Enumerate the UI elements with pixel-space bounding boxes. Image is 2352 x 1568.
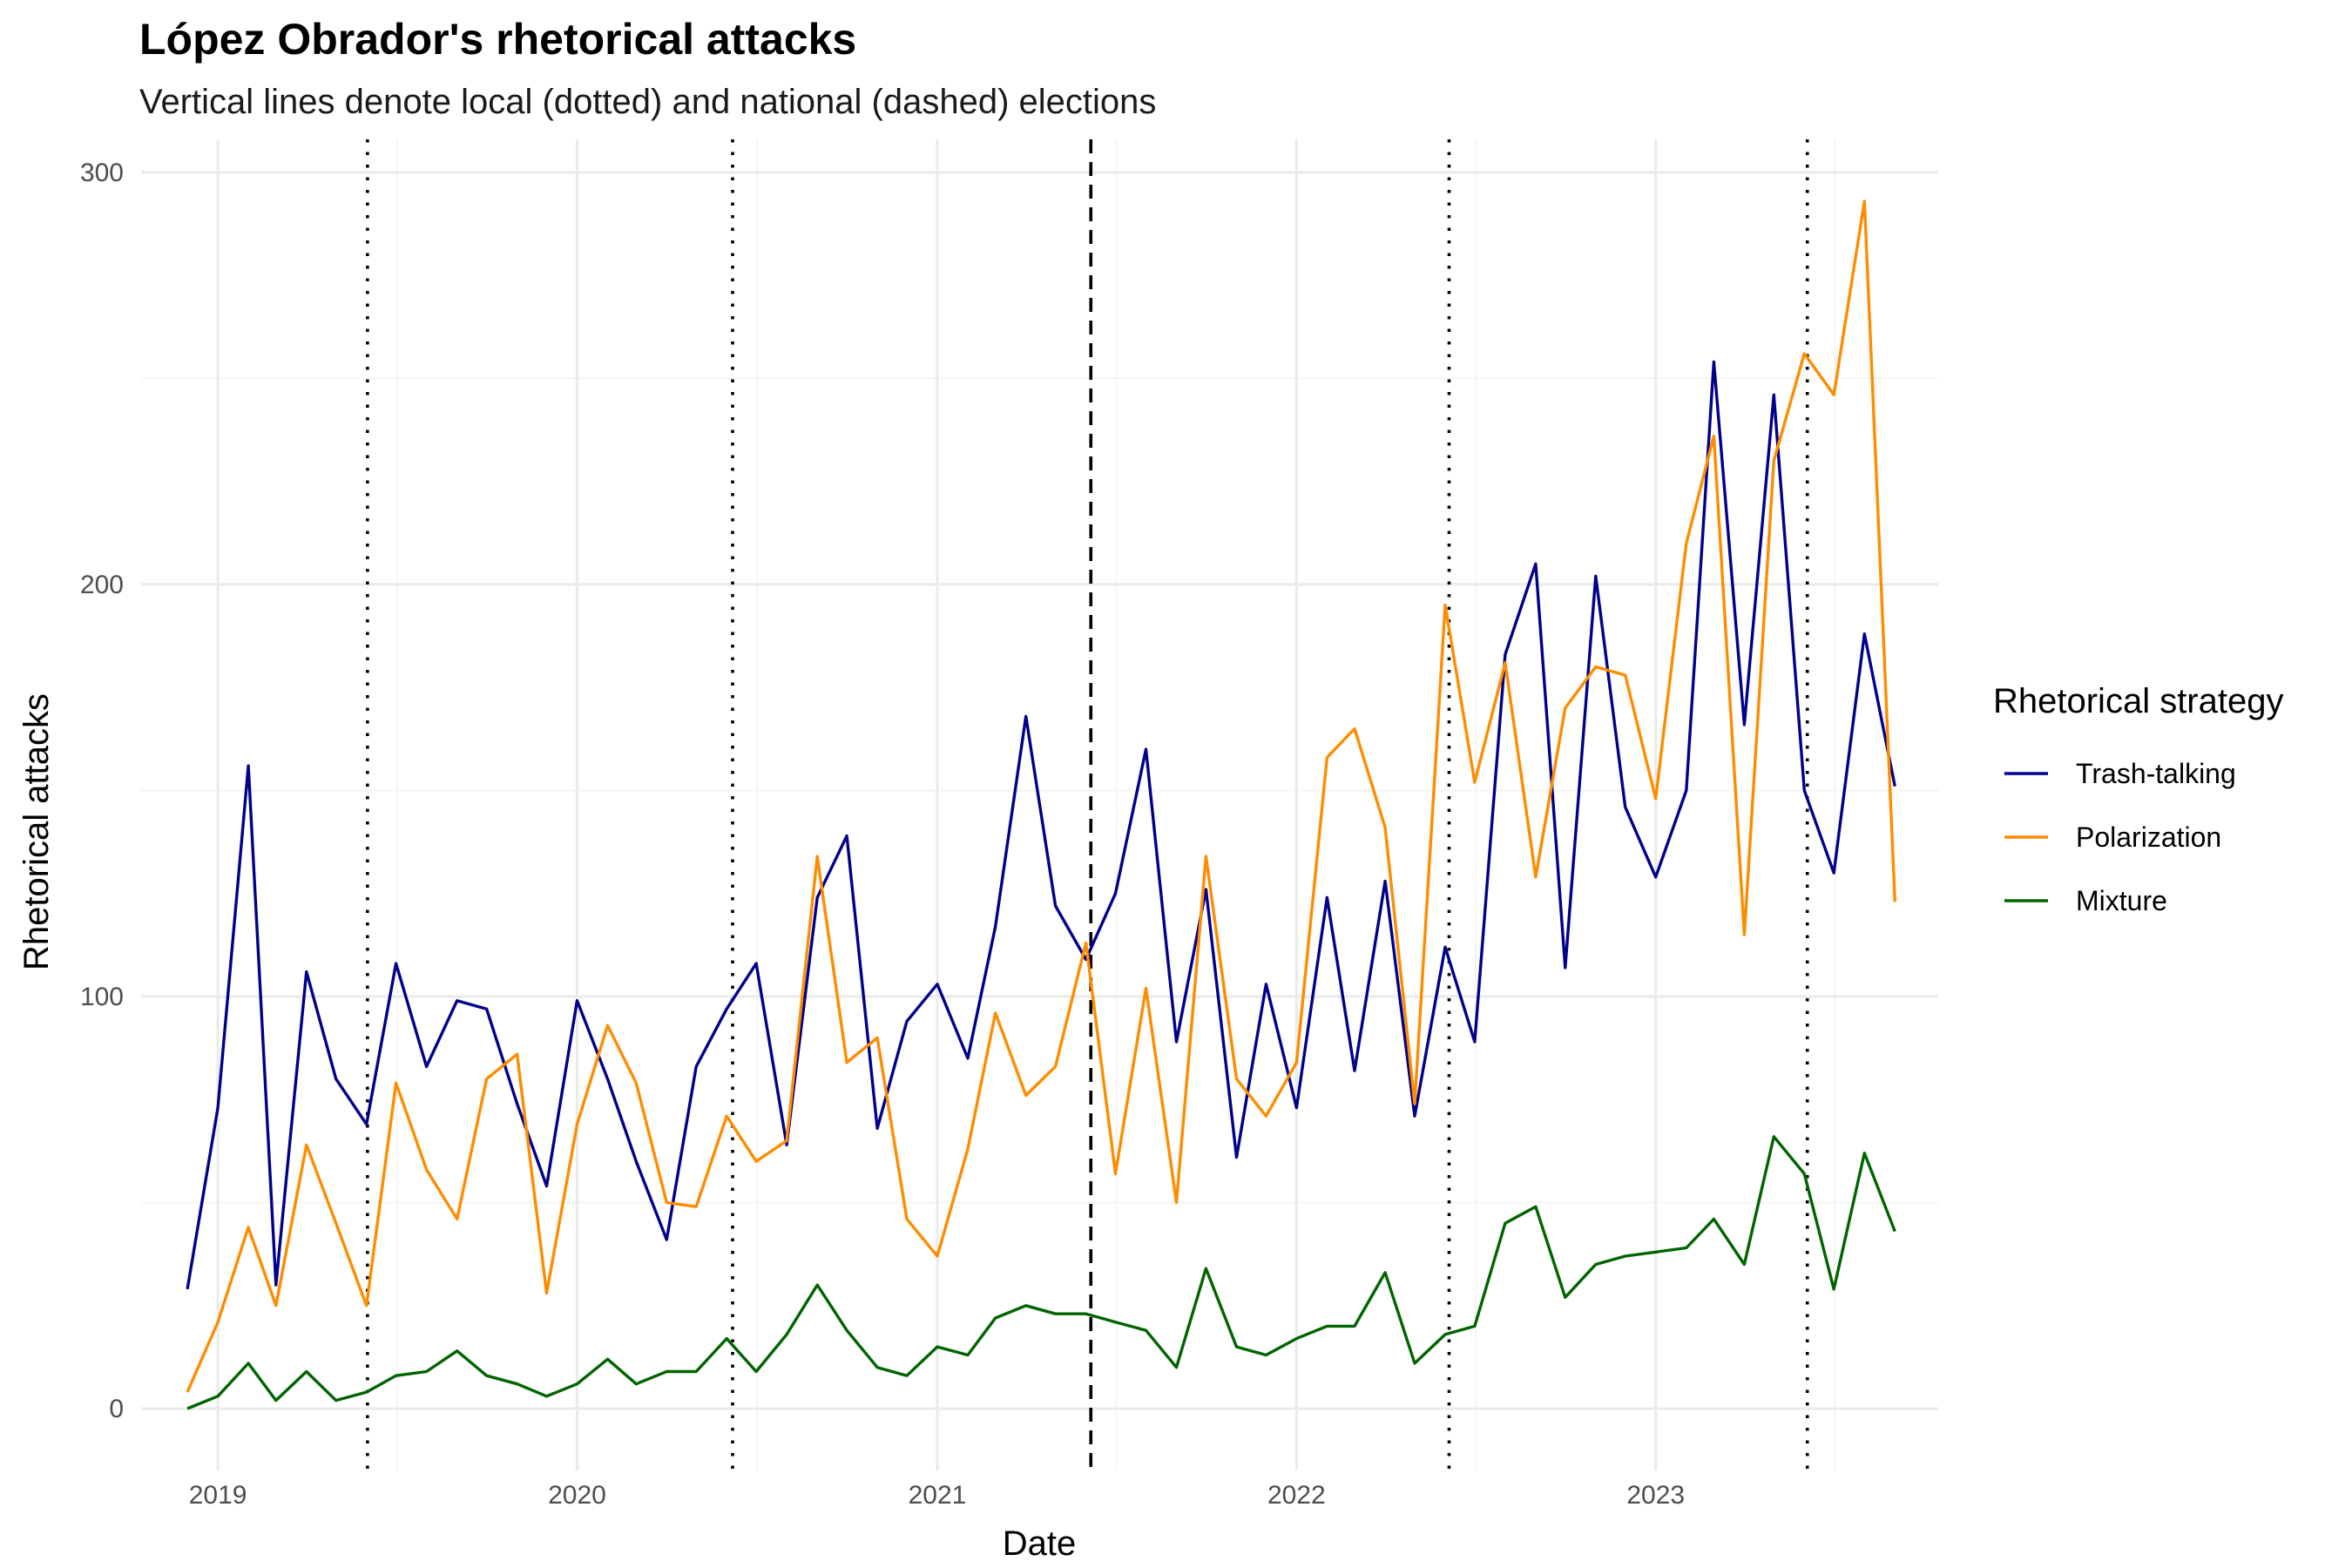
x-tick-label: 2019 bbox=[189, 1481, 247, 1510]
series-line-mixture bbox=[186, 1135, 1896, 1410]
election-lines bbox=[366, 139, 1809, 1470]
x-axis-title: Date bbox=[1003, 1524, 1077, 1563]
grid bbox=[141, 139, 1938, 1470]
y-tick-labels: 0 100 200 300 bbox=[80, 159, 124, 1423]
series-lines bbox=[186, 199, 1896, 1410]
legend-label-mixture: Mixture bbox=[2076, 885, 2167, 916]
y-tick-label: 200 bbox=[80, 571, 124, 599]
y-tick-label: 100 bbox=[80, 983, 124, 1011]
series-line-polarization bbox=[186, 199, 1896, 1393]
y-axis-title: Rhetorical attacks bbox=[17, 693, 56, 970]
y-tick-label: 0 bbox=[109, 1395, 124, 1423]
legend-label-trash-talking: Trash-talking bbox=[2076, 758, 2236, 789]
x-tick-label: 2022 bbox=[1267, 1481, 1326, 1510]
chart-title: López Obrador's rhetorical attacks bbox=[139, 15, 856, 64]
legend-label-polarization: Polarization bbox=[2076, 821, 2221, 853]
legend-title: Rhetorical strategy bbox=[1993, 682, 2283, 720]
legend: Rhetorical strategy Trash-talking Polariz… bbox=[1993, 682, 2283, 916]
series-line-trash-talking bbox=[186, 360, 1896, 1290]
legend-items: Trash-talking Polarization Mixture bbox=[2004, 758, 2236, 916]
x-tick-label: 2023 bbox=[1626, 1481, 1685, 1510]
y-tick-label: 300 bbox=[80, 159, 124, 187]
chart-subtitle: Vertical lines denote local (dotted) and… bbox=[139, 83, 1156, 121]
x-tick-labels: 2019 2020 2021 2022 2023 bbox=[189, 1481, 1685, 1510]
x-tick-label: 2021 bbox=[909, 1481, 967, 1510]
x-tick-label: 2020 bbox=[548, 1481, 606, 1510]
